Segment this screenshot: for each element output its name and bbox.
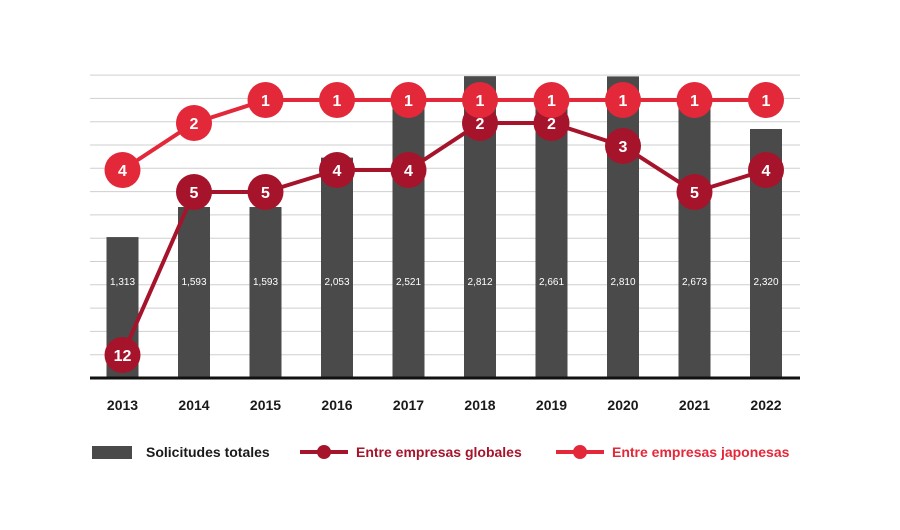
bar-value-label: 2,320 (753, 277, 778, 288)
rank-marker (533, 82, 570, 118)
bar-2020 (607, 76, 639, 378)
rank-marker (605, 82, 641, 118)
rank-label: 1 (619, 93, 628, 110)
rank-label: 2 (476, 116, 485, 133)
x-tick-labels: 2013 2014 2015 2016 2017 2018 2019 2020 2021 2022 (107, 397, 782, 413)
rank-label: 1 (547, 93, 556, 110)
bar-value-label: 1,313 (110, 277, 135, 288)
legend-label-solicitudes: Solicitudes totales (146, 444, 270, 460)
x-tick-label: 2021 (679, 397, 710, 413)
series-line (121, 98, 766, 172)
legend-swatch-bar (92, 445, 132, 459)
rank-marker (176, 105, 212, 141)
rank-marker (676, 82, 713, 118)
bar-value-label: 1,593 (253, 277, 278, 288)
x-tick-label: 2016 (321, 397, 352, 413)
rank-label: 1 (404, 93, 413, 110)
rank-marker (319, 82, 355, 118)
series-japonesas: 4 2 1 1 1 1 1 1 1 1 (104, 82, 784, 188)
series-line (120, 121, 767, 356)
legend-swatch-japonesas (556, 445, 604, 459)
x-tick-label: 2022 (750, 397, 781, 413)
rank-marker (104, 337, 141, 373)
bar-value-label: 2,661 (539, 277, 564, 288)
rank-label: 2 (190, 116, 199, 133)
bar-value-label: 2,053 (324, 277, 349, 288)
rank-label: 2 (547, 116, 556, 133)
bar-value-label: 2,673 (682, 277, 707, 288)
bar-2017 (392, 107, 425, 379)
rank-marker (176, 174, 212, 210)
rank-marker (748, 152, 784, 188)
legend-item-japonesas: Entre empresas japonesas (556, 440, 789, 464)
x-tick-label: 2015 (250, 397, 281, 413)
chart-plot: 1,313 1,593 1,593 2,053 2,521 2,812 2,661 2,810… (90, 74, 800, 413)
bar-2016 (321, 157, 353, 378)
rank-label: 4 (762, 163, 771, 180)
bar-2014 (178, 207, 210, 378)
x-tick-label: 2014 (178, 397, 209, 413)
bar-value-label: 1,593 (181, 277, 206, 288)
legend: Solicitudes totales Entre empresas globa… (0, 440, 900, 464)
legend-label-japonesas: Entre empresas japonesas (612, 444, 790, 460)
rank-label: 1 (762, 93, 771, 110)
legend-item-globales: Entre empresas globales (300, 440, 522, 464)
rank-lines: 12 5 5 4 4 2 2 3 5 4 4 2 1 1 1 1 1 1 1 1 (104, 82, 784, 373)
x-tick-label: 2018 (464, 397, 495, 413)
rank-marker (605, 128, 641, 164)
bar-value-label: 2,521 (396, 277, 421, 288)
rank-marker (319, 152, 355, 188)
x-tick-label: 2017 (393, 397, 424, 413)
rank-marker (390, 82, 427, 118)
bar-2021 (678, 91, 711, 379)
x-tick-label: 2013 (107, 397, 138, 413)
rank-label: 3 (619, 139, 628, 156)
bar-2015 (249, 207, 282, 378)
rank-marker (462, 82, 498, 118)
rank-marker (104, 152, 141, 188)
rank-marker (247, 82, 284, 118)
rank-label: 4 (333, 163, 342, 180)
rank-label: 1 (261, 93, 270, 110)
rank-label: 1 (690, 93, 699, 110)
x-tick-label: 2020 (607, 397, 638, 413)
rank-label: 5 (261, 185, 270, 202)
legend-item-solicitudes: Solicitudes totales (92, 440, 270, 464)
rank-marker (247, 174, 284, 210)
rank-label: 4 (404, 163, 413, 180)
rank-label: 5 (190, 185, 199, 202)
rank-marker (676, 174, 713, 210)
legend-swatch-globales (300, 445, 348, 459)
rank-label: 4 (118, 163, 127, 180)
rank-label: 1 (476, 93, 485, 110)
x-tick-label: 2019 (536, 397, 567, 413)
rank-marker (748, 82, 784, 118)
rank-label: 12 (114, 348, 132, 365)
rank-label: 5 (690, 185, 699, 202)
bar-value-label: 2,812 (467, 277, 492, 288)
rank-label: 1 (333, 93, 342, 110)
legend-label-globales: Entre empresas globales (356, 444, 522, 460)
rank-marker (390, 152, 427, 188)
bar-value-label: 2,810 (610, 277, 635, 288)
